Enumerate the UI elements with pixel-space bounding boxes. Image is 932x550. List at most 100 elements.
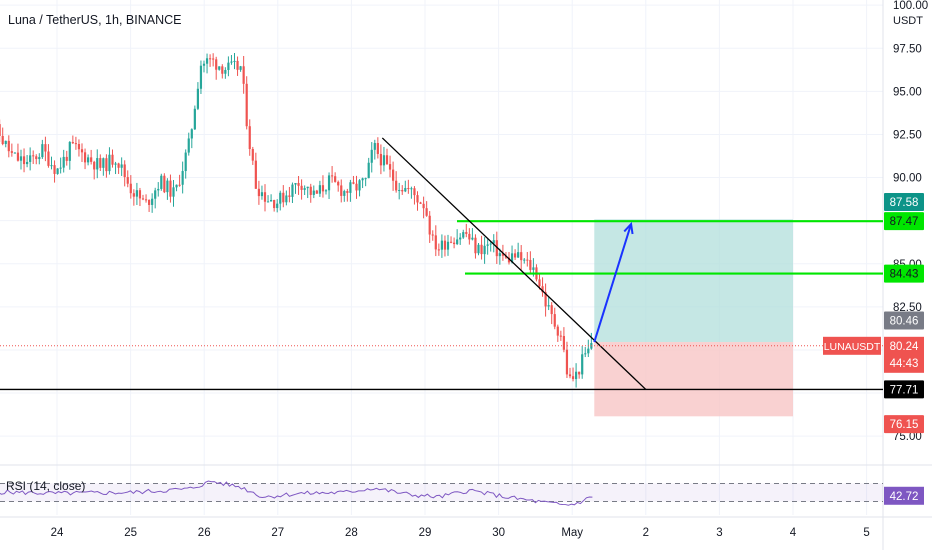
candle (53, 165, 56, 174)
candle (327, 175, 331, 191)
candle (212, 58, 215, 60)
target-price-badge-bg (884, 193, 924, 212)
candle (239, 66, 242, 70)
stop-price-badge: 76.15 (884, 415, 924, 434)
resistance-price-badge: 87.47 (884, 212, 924, 231)
candle (382, 155, 386, 166)
candle (434, 235, 437, 250)
candle (456, 239, 459, 245)
entry-price-badge-bg (884, 311, 924, 330)
candle (132, 193, 135, 197)
countdown-text: 44:43 (890, 358, 919, 370)
rsi-value-badge-bg (884, 486, 924, 505)
candle (111, 154, 114, 165)
candle (541, 286, 544, 293)
candle (364, 178, 367, 180)
candle (172, 187, 175, 197)
time-tick-label: 27 (271, 527, 284, 539)
price-tick-label: 92.50 (893, 129, 922, 141)
candle (553, 314, 556, 327)
candle (218, 66, 221, 70)
candle (300, 185, 303, 190)
candle (151, 198, 154, 205)
candle (144, 199, 148, 201)
candle (428, 215, 431, 235)
candle (80, 149, 84, 153)
candle (465, 232, 468, 234)
candle (96, 158, 99, 170)
candle (276, 203, 279, 209)
time-axis[interactable]: 24 25 26 27 28 29 30 May 2 3 4 5 (51, 527, 870, 539)
candle (483, 245, 486, 255)
candle (74, 143, 77, 145)
candle (19, 156, 23, 161)
candle (248, 126, 251, 150)
candle (4, 140, 7, 145)
candle (501, 253, 504, 256)
candle (187, 138, 190, 153)
candle (273, 199, 276, 209)
candle (337, 181, 340, 186)
candle (114, 163, 117, 165)
time-tick-label: May (561, 527, 583, 539)
trendline[interactable] (381, 137, 647, 390)
candle (440, 240, 443, 250)
candle (141, 198, 145, 200)
candle (285, 195, 288, 203)
projection-arrow[interactable] (593, 223, 633, 343)
candle (254, 160, 257, 189)
candle (163, 175, 166, 193)
candle (184, 152, 187, 172)
candle (544, 292, 547, 307)
candle (77, 144, 81, 150)
candle (93, 161, 96, 170)
time-tick-label: 4 (790, 527, 797, 539)
candle (227, 62, 230, 70)
candle (489, 243, 492, 245)
price-tick-label: 95.00 (893, 86, 922, 98)
candle (510, 253, 514, 263)
candle (584, 353, 587, 355)
candle (425, 208, 428, 216)
candle (35, 156, 38, 160)
rsi-band (0, 483, 883, 502)
candle (523, 259, 526, 261)
candle (443, 240, 447, 250)
candle (437, 249, 440, 251)
time-tick-label: 2 (643, 527, 649, 539)
target-price-badge-text: 87.58 (890, 197, 919, 209)
currency-label: USDT (893, 15, 923, 27)
resistance-price-badge-bg (884, 212, 924, 231)
candle (22, 156, 26, 165)
candle (547, 305, 550, 307)
candle (385, 155, 389, 165)
candle (65, 156, 68, 161)
candle (575, 371, 578, 380)
candle (529, 260, 532, 270)
candle (431, 234, 434, 236)
loss-zone (594, 342, 793, 417)
candle (416, 195, 419, 203)
candle (102, 158, 105, 168)
candle (578, 371, 581, 375)
candle (160, 175, 163, 189)
stop-price-badge-bg (884, 415, 924, 434)
candle (105, 158, 108, 172)
candle (68, 142, 71, 161)
candle (358, 180, 361, 191)
candle (135, 190, 138, 197)
candle (559, 335, 562, 337)
time-tick-label: 28 (345, 527, 358, 539)
drawings[interactable] (0, 137, 883, 391)
candle (331, 175, 334, 177)
candle (291, 184, 294, 197)
candle (410, 188, 413, 190)
badges: 87.58 87.47 84.43 80.46 80.24 44:43 LUNAUSDT 77… (823, 193, 924, 505)
candle (419, 202, 422, 204)
candle (209, 58, 212, 60)
candle (367, 162, 370, 179)
candle (306, 186, 309, 189)
candle (480, 244, 483, 255)
candle (221, 66, 224, 74)
